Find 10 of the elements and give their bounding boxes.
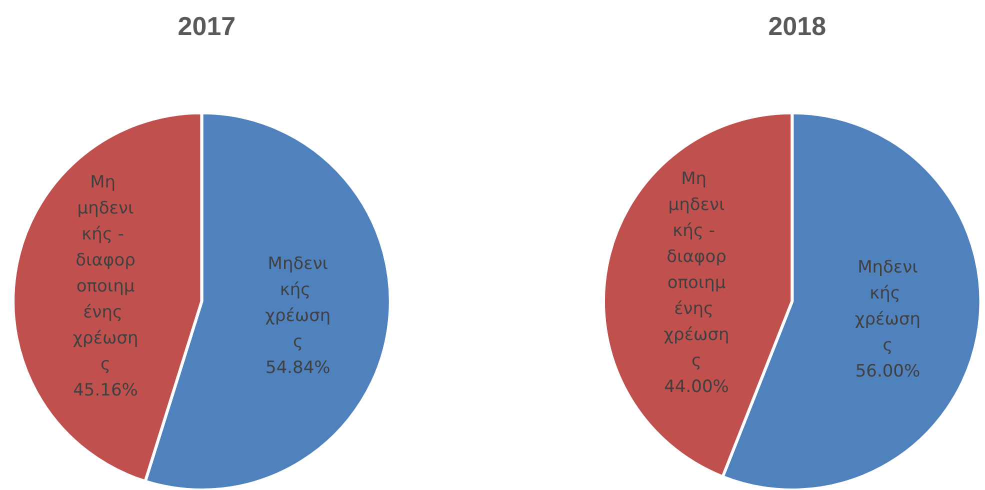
chart-title: 2017	[178, 11, 236, 41]
slice-label: Μηδενικής χρέωσης	[265, 254, 331, 352]
chart-title: 2018	[768, 11, 826, 41]
slice-label: Μηδενικής χρέωσης	[854, 258, 921, 356]
data-label: 44.00%	[664, 377, 729, 398]
data-label: 45.16%	[73, 380, 138, 401]
data-label: 54.84%	[266, 358, 330, 378]
data-label: 56.00%	[855, 362, 920, 382]
slice-label: Μη μηδενικής - διαφοροποιημένης χρέωσης	[72, 172, 138, 375]
slice-label: Μη μηδενικής - διαφοροποιημένης χρέωσης	[664, 169, 730, 372]
